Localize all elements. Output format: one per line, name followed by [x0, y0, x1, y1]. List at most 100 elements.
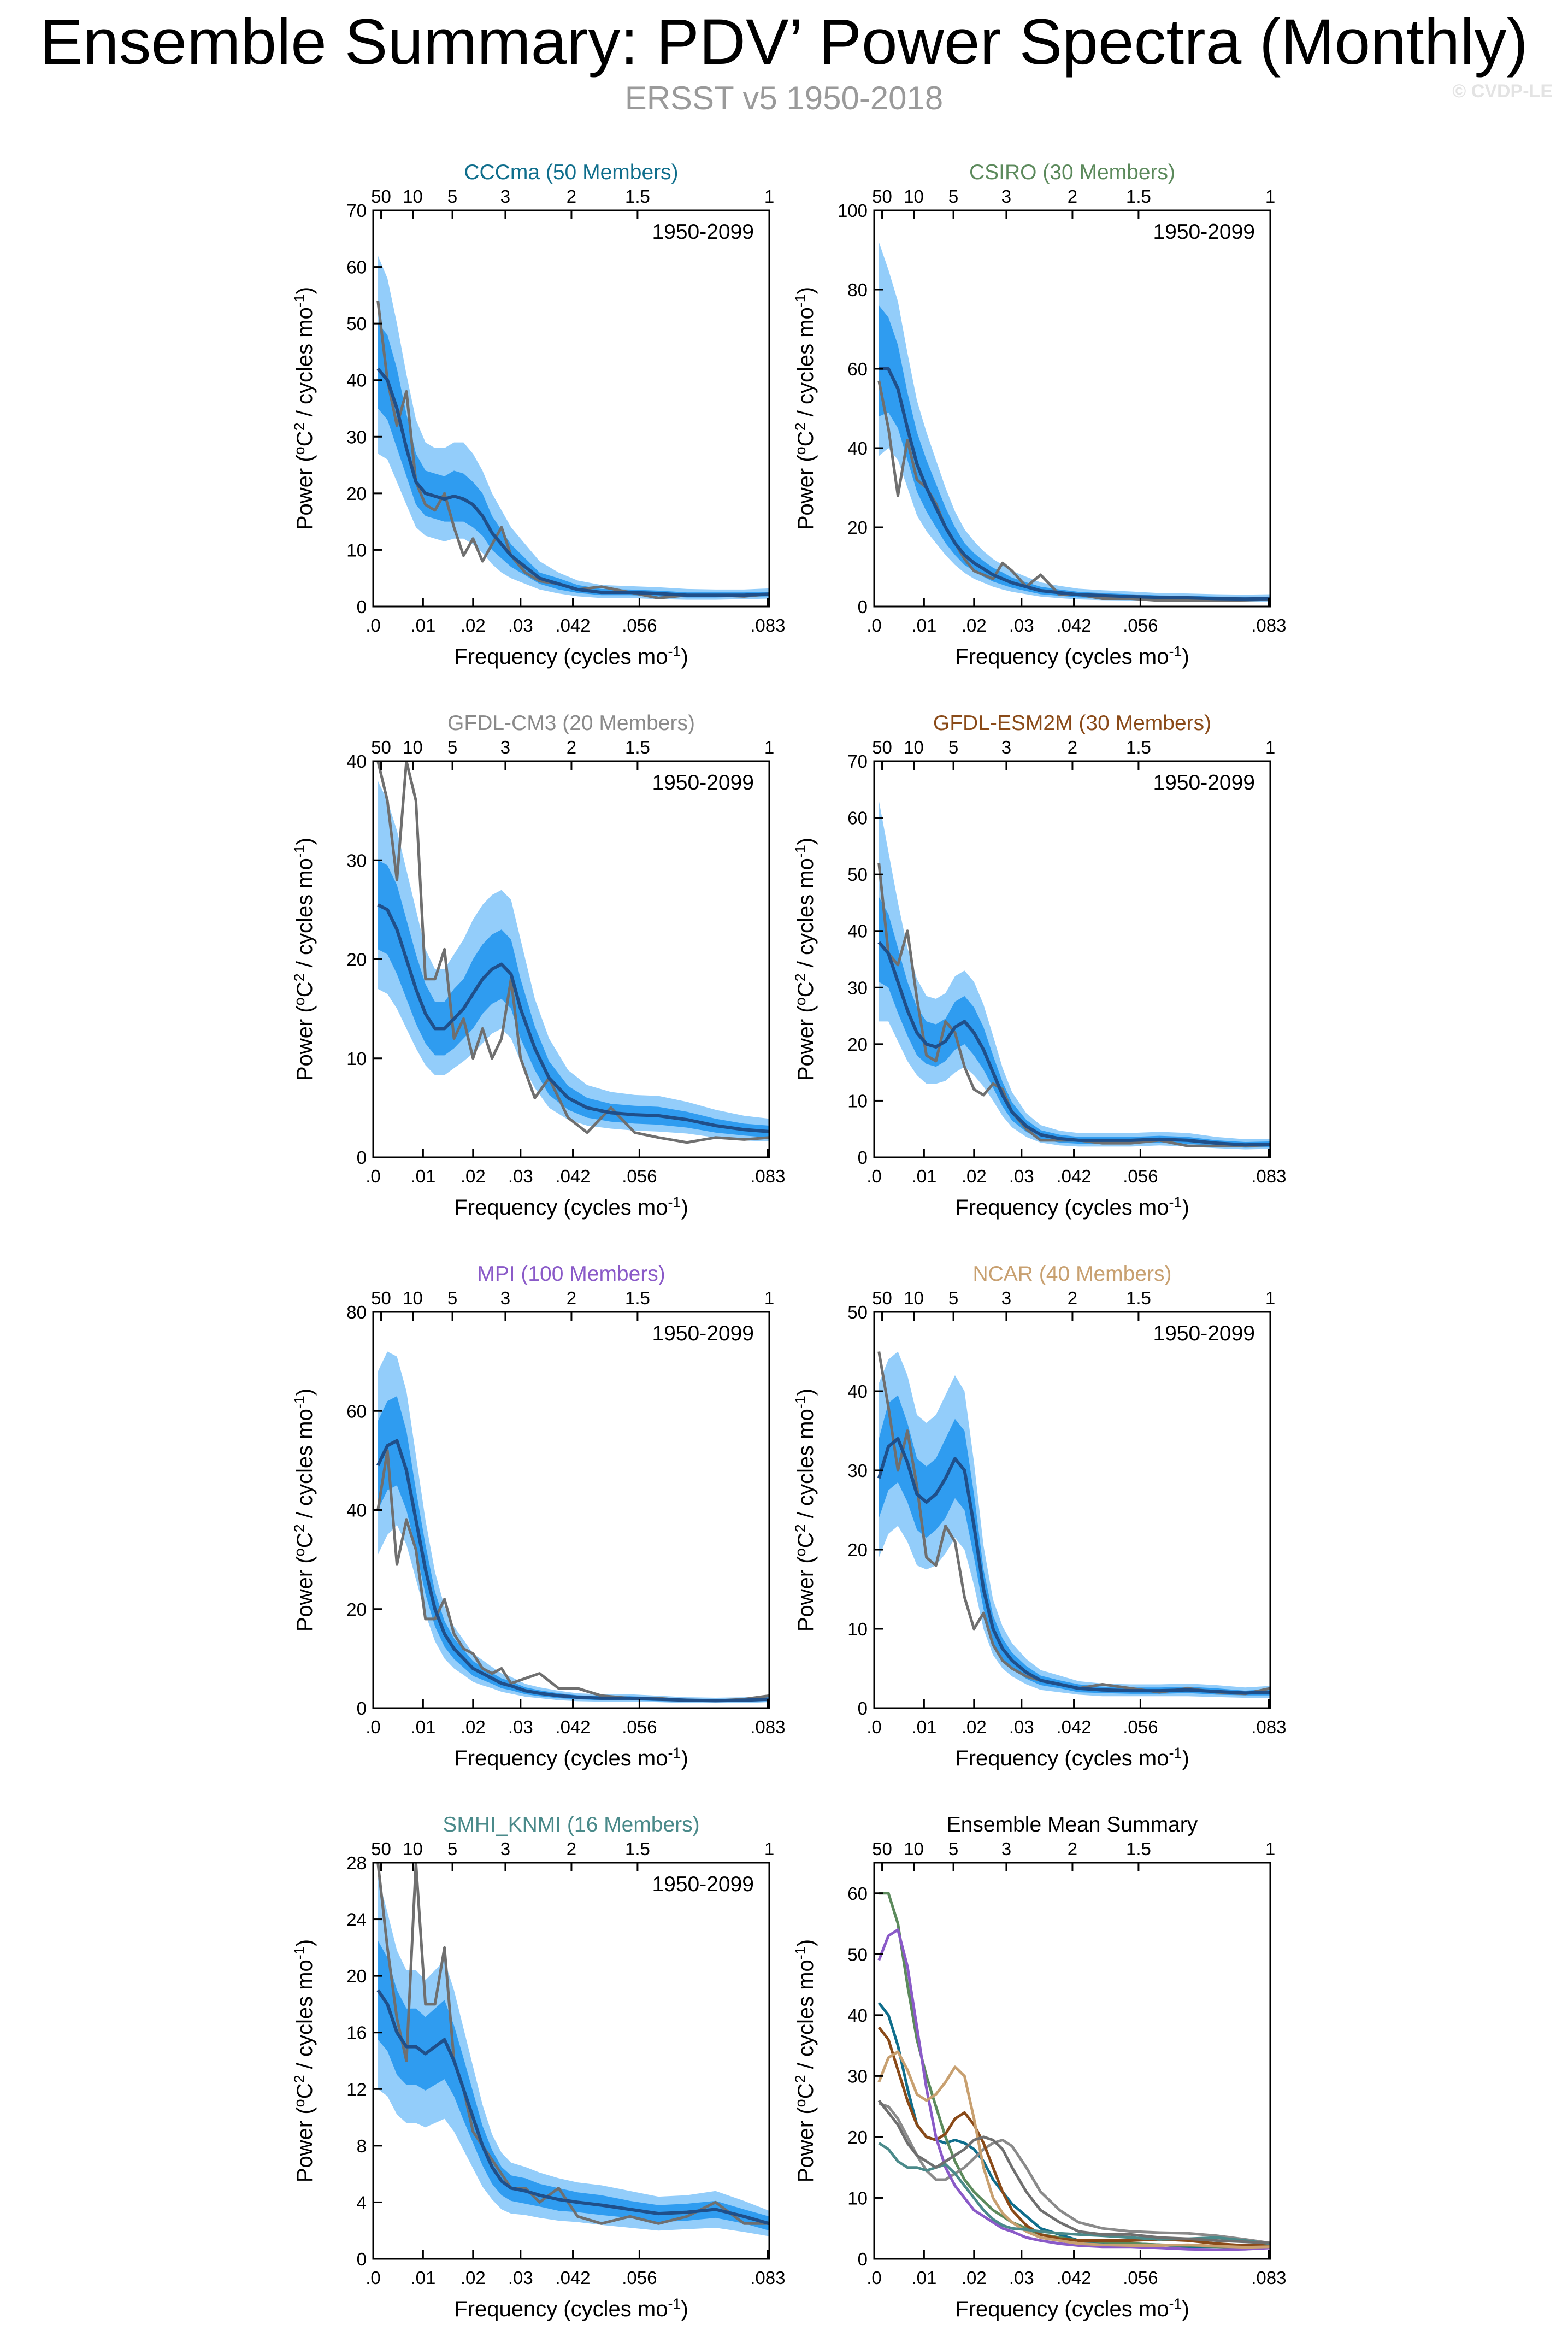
y-tick-label: 20 [346, 484, 367, 504]
period-tick-label: 1.5 [1126, 186, 1151, 207]
y-axis-label: Power (oC2 / cycles mo-1) [792, 287, 818, 530]
period-tick-label: 1.5 [625, 186, 650, 207]
x-tick-label: .03 [508, 2268, 533, 2288]
spread-outer-band [378, 1351, 769, 1703]
period-tick-label: 2 [567, 186, 576, 207]
ensemble-mean-line [377, 903, 769, 1133]
period-tick-label: 1 [764, 186, 774, 207]
y-axis-label-unit: C [794, 981, 818, 997]
y-tick-label: 50 [847, 1944, 868, 1964]
x-axis-label-sup: -1 [668, 1745, 681, 1761]
x-tick-label: .01 [911, 2268, 936, 2288]
x-tick-label: .03 [1009, 2268, 1034, 2288]
panel-title: CCCma (50 Members) [464, 161, 678, 184]
x-axis-label-main: Frequency (cycles mo [955, 2297, 1169, 2321]
period-tick-label: 1.5 [1126, 737, 1151, 757]
y-tick-label: 60 [847, 808, 868, 828]
x-tick-label: .01 [410, 1166, 435, 1186]
y-axis-label-end: ) [794, 1939, 818, 1946]
period-tick-label: 50 [872, 186, 892, 207]
x-axis-label-main: Frequency (cycles mo [454, 1746, 668, 1770]
period-tick-label: 10 [904, 1839, 924, 1859]
y-tick-label: 0 [858, 2249, 868, 2269]
y-tick-label: 60 [847, 1883, 868, 1904]
y-axis-label-rest: / cycles mo [293, 307, 317, 422]
x-tick-label: .02 [461, 615, 486, 635]
period-tick-label: 1.5 [625, 1839, 650, 1859]
y-tick-label: 0 [357, 2249, 367, 2269]
period-tick-label: 1 [764, 1288, 774, 1308]
plot-area [376, 761, 769, 1144]
y-tick-label: 100 [838, 201, 868, 221]
y-tick-label: 40 [346, 370, 367, 391]
panel-title: MPI (100 Members) [477, 1262, 665, 1286]
period-label: 1950-2099 [652, 771, 754, 794]
y-axis-label-end: ) [794, 1388, 818, 1396]
plot-area [376, 1863, 769, 2236]
x-tick-label: .056 [622, 2268, 657, 2288]
period-label: 1950-2099 [1153, 1322, 1255, 1345]
period-tick-label: 3 [1001, 186, 1011, 207]
period-tick-label: 5 [447, 1288, 457, 1308]
period-tick-label: 2 [567, 737, 576, 757]
spread-inner-band [879, 305, 1270, 601]
x-tick-label: .01 [911, 1717, 936, 1737]
ensemble-mean-line [877, 1437, 1270, 1695]
period-tick-label: 1 [764, 737, 774, 757]
x-tick-label: .02 [962, 1166, 987, 1186]
x-axis-label-sup: -1 [1169, 1745, 1182, 1761]
x-tick-label: .056 [622, 1166, 657, 1186]
y-tick-label: 10 [346, 1049, 367, 1069]
y-axis-label: Power (oC2 / cycles mo-1) [792, 1388, 818, 1632]
x-axis-label-main: Frequency (cycles mo [955, 1746, 1169, 1770]
x-tick-label: .056 [1123, 1717, 1158, 1737]
y-axis-label-sq: 2 [291, 1524, 308, 1532]
period-tick-label: 1.5 [1126, 1839, 1151, 1859]
y-axis-label-end: ) [794, 838, 818, 845]
x-tick-label: .01 [410, 1717, 435, 1737]
plot-frame [372, 209, 770, 608]
y-tick-label: 30 [346, 850, 367, 870]
y-tick-label: 80 [847, 280, 868, 300]
spread-inner-band [378, 860, 769, 1138]
y-tick-label: 60 [847, 359, 868, 379]
y-tick-label: 12 [346, 2079, 367, 2099]
y-tick-label: 10 [346, 540, 367, 560]
y-tick-label: 4 [357, 2192, 367, 2212]
period-tick-label: 10 [904, 737, 924, 757]
y-tick-label: 40 [346, 751, 367, 772]
period-tick-label: 3 [500, 1288, 510, 1308]
x-tick-label: .0 [866, 1717, 882, 1737]
x-tick-label: .042 [1056, 1717, 1091, 1737]
y-tick-label: 30 [847, 978, 868, 998]
x-axis-label-sup: -1 [1169, 2295, 1182, 2312]
x-tick-label: .042 [555, 1717, 590, 1737]
y-axis-label-end: ) [293, 1388, 317, 1396]
period-tick-label: 50 [371, 186, 391, 207]
x-tick-label: .042 [555, 615, 590, 635]
period-label: 1950-2099 [652, 1873, 754, 1896]
copyright-notice: © CVDP-LE [1452, 81, 1553, 102]
y-axis-label-unit: C [293, 2083, 317, 2099]
y-axis-label-sup: -1 [291, 845, 308, 858]
y-axis-label-deg: o [792, 2099, 809, 2107]
x-tick-label: .083 [750, 1717, 785, 1737]
panel-title: Ensemble Mean Summary [947, 1813, 1198, 1837]
ensemble-mean-line [376, 1439, 769, 1703]
spread-inner-band [879, 897, 1270, 1148]
y-tick-label: 20 [346, 1599, 367, 1620]
x-tick-label: .03 [1009, 615, 1034, 635]
plot-area [877, 242, 1270, 603]
ensemble-mean-line [877, 941, 1270, 1147]
x-tick-label: .083 [750, 615, 785, 635]
spread-outer-band [879, 1351, 1270, 1698]
x-axis-label-end: ) [681, 1196, 688, 1220]
x-tick-label: .042 [1056, 615, 1091, 635]
y-tick-label: 24 [346, 1910, 367, 1930]
x-axis-label: Frequency (cycles mo-1) [454, 1194, 688, 1220]
x-tick-label: .03 [1009, 1166, 1034, 1186]
spread-outer-band [879, 800, 1270, 1150]
x-tick-label: .02 [962, 2268, 987, 2288]
